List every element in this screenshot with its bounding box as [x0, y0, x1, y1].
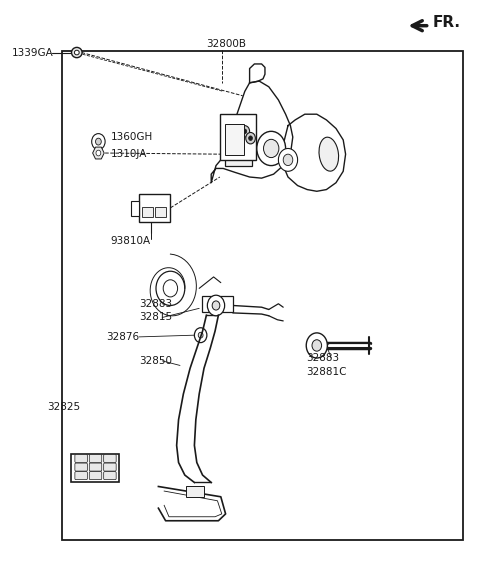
FancyBboxPatch shape — [75, 472, 87, 480]
Polygon shape — [281, 114, 346, 191]
Bar — [155, 207, 166, 217]
Circle shape — [243, 129, 247, 134]
Bar — [225, 124, 244, 155]
Text: 32815: 32815 — [139, 312, 172, 323]
Bar — [139, 194, 170, 222]
FancyBboxPatch shape — [89, 463, 102, 471]
Circle shape — [96, 138, 101, 145]
FancyBboxPatch shape — [75, 463, 87, 471]
Circle shape — [306, 333, 327, 358]
Text: 32850: 32850 — [139, 356, 172, 366]
Polygon shape — [211, 81, 293, 183]
Circle shape — [96, 150, 101, 156]
Circle shape — [283, 154, 293, 166]
Circle shape — [249, 136, 252, 140]
FancyBboxPatch shape — [89, 455, 102, 463]
FancyBboxPatch shape — [104, 463, 116, 471]
Text: 1339GA: 1339GA — [12, 47, 54, 58]
Ellipse shape — [74, 50, 79, 55]
FancyBboxPatch shape — [104, 472, 116, 480]
Circle shape — [212, 301, 220, 310]
Bar — [142, 207, 153, 217]
Circle shape — [312, 340, 322, 351]
Circle shape — [92, 134, 105, 150]
Circle shape — [264, 139, 279, 158]
Circle shape — [240, 126, 250, 137]
Polygon shape — [158, 486, 226, 521]
Text: 1360GH: 1360GH — [110, 132, 153, 142]
Text: 32881C: 32881C — [306, 367, 347, 377]
Text: 32825: 32825 — [47, 401, 80, 412]
Circle shape — [257, 131, 286, 166]
Text: 93810A: 93810A — [110, 236, 151, 246]
Circle shape — [246, 132, 255, 144]
Bar — [71, 454, 119, 482]
FancyBboxPatch shape — [75, 455, 87, 463]
Polygon shape — [71, 454, 119, 482]
Text: 32876: 32876 — [107, 332, 140, 342]
FancyBboxPatch shape — [104, 455, 116, 463]
Text: 1310JA: 1310JA — [110, 149, 147, 159]
Bar — [225, 131, 252, 166]
Circle shape — [198, 332, 203, 338]
Text: 32800B: 32800B — [206, 39, 246, 49]
Polygon shape — [250, 64, 265, 83]
Ellipse shape — [72, 47, 82, 58]
Bar — [202, 296, 233, 312]
Text: 32883: 32883 — [139, 299, 172, 309]
Bar — [131, 201, 139, 216]
FancyBboxPatch shape — [89, 472, 102, 480]
Circle shape — [194, 328, 207, 343]
Polygon shape — [93, 147, 104, 159]
Text: FR.: FR. — [433, 15, 461, 30]
Circle shape — [163, 280, 178, 297]
Circle shape — [278, 148, 298, 171]
Bar — [220, 114, 256, 160]
Circle shape — [207, 295, 225, 316]
Ellipse shape — [319, 137, 338, 171]
Circle shape — [156, 271, 185, 305]
Text: 32883: 32883 — [306, 353, 339, 363]
Polygon shape — [177, 315, 218, 482]
Bar — [62, 51, 463, 540]
Bar — [186, 486, 204, 497]
